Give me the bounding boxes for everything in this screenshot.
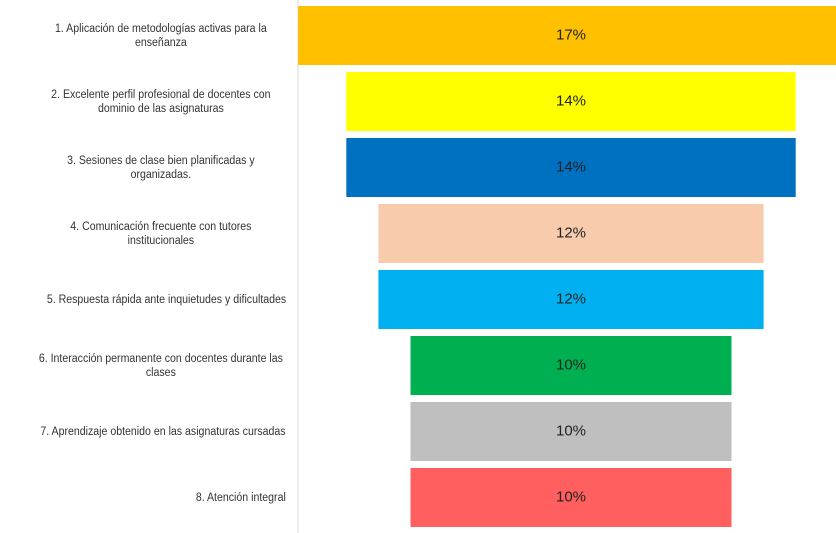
funnel-bar <box>410 468 732 527</box>
category-label-box: 5. Respuesta rápida ante inquietudes y d… <box>0 270 286 329</box>
funnel-bar <box>346 72 796 131</box>
value-label: 10% <box>556 422 586 439</box>
category-label: 5. Respuesta rápida ante inquietudes y d… <box>46 293 286 306</box>
value-label: 14% <box>556 158 586 175</box>
category-label: 6. Interacción permanente con docentes d… <box>38 352 283 379</box>
value-label: 12% <box>556 290 586 307</box>
funnel-bar <box>378 204 764 263</box>
funnel-bar <box>378 270 764 329</box>
category-label-box: 4. Comunicación frecuente con tutores in… <box>0 204 286 263</box>
category-label: 1. Aplicación de metodologías activas pa… <box>55 22 267 49</box>
category-label-box: 2. Excelente perfil profesional de docen… <box>0 72 286 131</box>
value-label: 10% <box>556 488 586 505</box>
category-label-box: 7. Aprendizaje obtenido en las asignatur… <box>0 402 286 461</box>
funnel-bar <box>410 402 732 461</box>
category-label: 2. Excelente perfil profesional de docen… <box>51 88 271 115</box>
category-label-box: 8. Atención integral <box>0 468 286 527</box>
category-label-box: 3. Sesiones de clase bien planificadas y… <box>0 138 286 197</box>
value-label: 14% <box>556 92 586 109</box>
funnel-bar <box>298 6 836 65</box>
value-label: 10% <box>556 356 586 373</box>
funnel-bar <box>410 336 732 395</box>
category-label: 4. Comunicación frecuente con tutores in… <box>70 220 252 247</box>
value-label: 17% <box>556 26 586 43</box>
category-label-box: 1. Aplicación de metodologías activas pa… <box>0 6 286 65</box>
funnel-bar <box>346 138 796 197</box>
category-label: 8. Atención integral <box>195 491 286 504</box>
category-label: 3. Sesiones de clase bien planificadas y… <box>67 154 255 181</box>
category-label-box: 6. Interacción permanente con docentes d… <box>0 336 286 395</box>
value-label: 12% <box>556 224 586 241</box>
category-label: 7. Aprendizaje obtenido en las asignatur… <box>40 425 286 438</box>
